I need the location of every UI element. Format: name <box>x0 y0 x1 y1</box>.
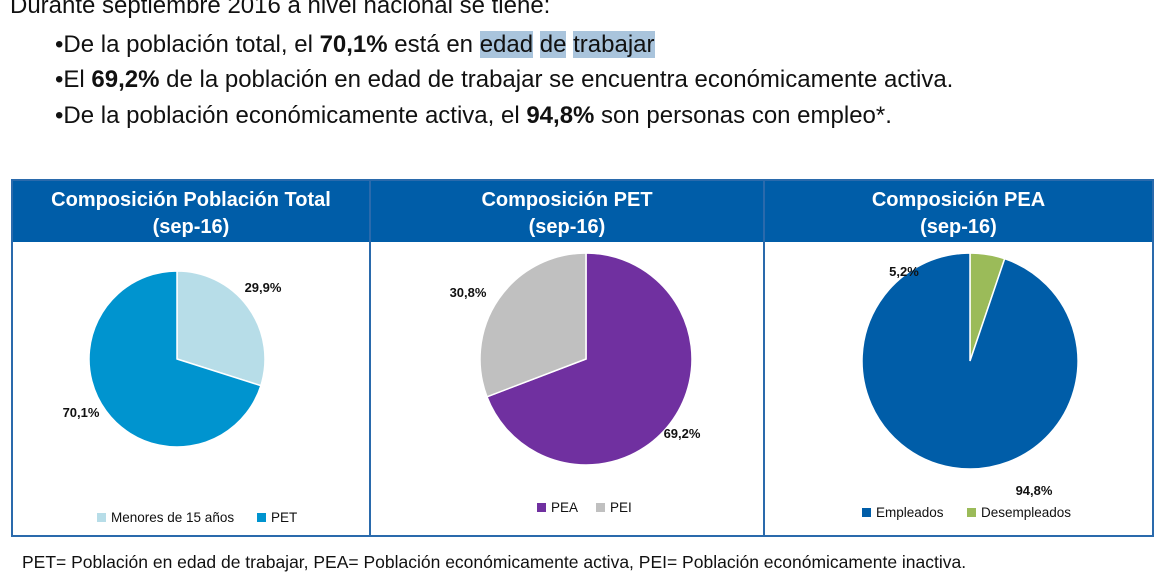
legend-label: Empleados <box>876 505 944 520</box>
panel-title: Composición Población Total <box>51 189 331 211</box>
bullet2-value: 69,2% <box>91 66 160 93</box>
legend-swatch <box>257 513 266 522</box>
data-label: 5,2% <box>889 264 919 279</box>
bullet1-text: •De la población total, el <box>55 31 320 58</box>
data-label: 30,8% <box>450 285 487 300</box>
legend-label: PET <box>271 510 297 525</box>
panel-title: Composición PET <box>481 189 653 211</box>
bullet1-highlight-1: edad <box>479 31 534 58</box>
legend-swatch <box>967 508 976 517</box>
legend-label: PEA <box>551 500 578 515</box>
pie-slice-empleados <box>861 252 1079 470</box>
bullet1-highlight-2: de <box>539 31 567 58</box>
footer-note: PET= Población en edad de trabajar, PEA=… <box>22 552 967 572</box>
intro-heading: Durante septiembre 2016 a nivel nacional… <box>10 0 551 19</box>
panel-header: Composición PEA (sep-16) <box>765 181 1152 242</box>
panel-title: Composición PEA <box>871 189 1046 211</box>
panel-pea: Composición PEA (sep-16) 94,8% 5,2% Emplea… <box>763 181 1152 535</box>
pie-chart-poblacion-total: 29,9% 70,1% Menores de 15 años PET <box>63 270 297 525</box>
bullet1-space-1 <box>533 31 540 58</box>
data-label: 29,9% <box>245 280 282 295</box>
bullet2-pre: •El <box>55 66 92 93</box>
bullet3-value: 94,8% <box>526 102 595 129</box>
bullet1-value: 70,1% <box>319 31 388 58</box>
pie-slice-pei <box>479 252 587 398</box>
pie-slice-pea <box>485 252 693 466</box>
panel-subtitle: (sep-16) <box>920 216 997 238</box>
pie-chart-pea: 94,8% 5,2% Empleados Desempleados <box>861 252 1079 520</box>
pie-slice-menores-de-15-a-os <box>176 270 266 387</box>
data-label: 70,1% <box>63 405 100 420</box>
bullet1-mid: está en <box>387 31 480 58</box>
bullet2-post: de la población en edad de trabajar se e… <box>159 66 954 93</box>
panel-poblacion-total: Composición Población Total (sep-16) 29,… <box>13 181 369 535</box>
legend-swatch <box>596 503 605 512</box>
bullet-pet: •El 69,2% de la población en edad de tra… <box>55 66 953 94</box>
bullet1-highlight-3: trabajar <box>573 31 655 58</box>
data-label: 94,8% <box>1016 483 1053 498</box>
legend-swatch <box>862 508 871 517</box>
legend-swatch <box>97 513 106 522</box>
legend-label: PEI <box>610 500 632 515</box>
data-label: 69,2% <box>664 426 701 441</box>
bullet3-pre: •De la población económicamente activa, … <box>55 102 527 129</box>
pie-chart-pet: 69,2% 30,8% PEA PEI <box>450 252 701 515</box>
charts-panel: Composición Población Total (sep-16) 29,… <box>11 179 1154 537</box>
pie-slice-pet <box>88 270 262 448</box>
panel-header: Composición Población Total (sep-16) <box>13 181 369 242</box>
bullet-pea: •De la población económicamente activa, … <box>55 102 892 130</box>
bullet3-post: son personas con empleo*. <box>594 102 892 129</box>
panel-subtitle: (sep-16) <box>528 216 606 238</box>
panel-subtitle: (sep-16) <box>152 216 230 238</box>
bullet-poblacion-total: •De la población total, el 70,1% está en… <box>55 31 655 59</box>
legend-label: Desempleados <box>981 505 1071 520</box>
panel-header: Composición PET (sep-16) <box>371 181 763 242</box>
legend-label: Menores de 15 años <box>111 510 234 525</box>
panel-pet: Composición PET (sep-16) 69,2% 30,8% PEA PE… <box>369 181 763 535</box>
legend-swatch <box>537 503 546 512</box>
